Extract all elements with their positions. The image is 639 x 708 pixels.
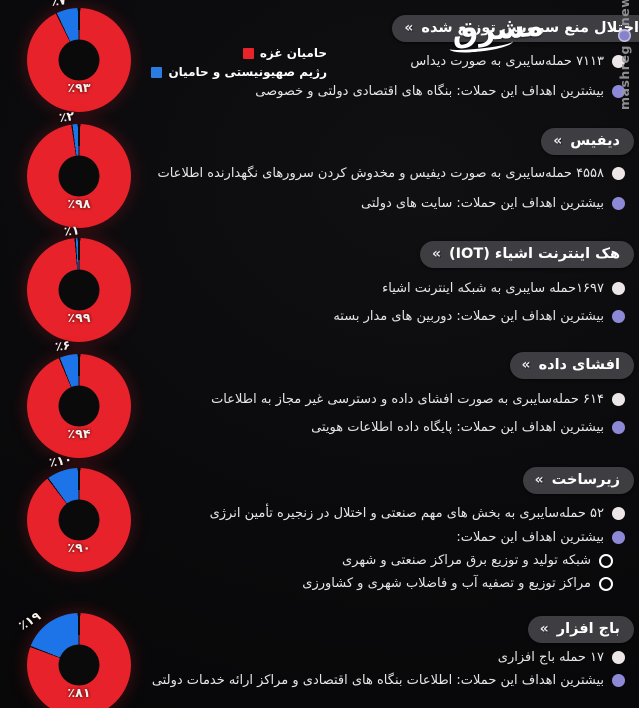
bullet-row: ۵۲ حمله‌سایبری به بخش های مهم صنعتی و اخ… <box>210 506 625 521</box>
bullet-row: بیشترین اهداف این حملات: دوربین های مدار… <box>333 309 625 324</box>
bullet-text: ۴۵۵۸ حمله‌سایبری به صورت دیفیس و مخدوش ک… <box>157 166 604 181</box>
bullet-row: ۱۶۹۷حمله سایبری به شبکه اینترنت اشیاء <box>382 281 625 296</box>
bullet-text: ۵۲ حمله‌سایبری به بخش های مهم صنعتی و اخ… <box>209 506 604 521</box>
donut-ring <box>27 468 131 572</box>
section-title-text: باج افزار <box>556 621 620 637</box>
bullet-dot-white <box>612 167 625 180</box>
legend-swatch-red <box>242 47 254 59</box>
legend-item-zionist: رژیم صهیونیستی و حامیان <box>151 65 327 79</box>
legend-label: رژیم صهیونیستی و حامیان <box>168 65 327 79</box>
bullet-row: ۱۷ حمله باج افزاری <box>498 650 625 665</box>
bullet-text: مراکز توزیع و تصفیه آب و فاضلاب شهری و ک… <box>302 576 591 591</box>
section-title-infrastructure: زیرساخت « <box>522 467 634 494</box>
bullet-dot-white <box>612 282 625 295</box>
red-slice-label: ٪۹۳ <box>67 80 91 95</box>
section-title-text: زیرساخت <box>551 472 620 488</box>
chevron-left-icon: « <box>404 20 414 36</box>
bullet-text: بیشترین اهداف این حملات: دوربین های مدار… <box>333 309 604 324</box>
donut-chart-iot: ٪۱ ٪۹۹ <box>27 222 131 342</box>
bullet-row: بیشترین اهداف این حملات: <box>456 530 625 545</box>
donut-chart-data-leak: ٪۶ ٪۹۴ <box>27 337 131 458</box>
section-title-data-leak: افشای داده « <box>509 352 634 379</box>
chevron-left-icon: « <box>521 357 531 373</box>
section-title-text: دیفیس <box>570 133 620 149</box>
watermark-handle-right: news.ir <box>617 0 632 26</box>
bullet-dot-purple <box>612 421 625 434</box>
sub-bullet-row: شبکه تولید و توزیع برق مراکز صنعتی و شهر… <box>342 553 613 568</box>
bullet-row: ۷۱۱۳ حمله‌سایبری به صورت دیداس <box>410 54 625 69</box>
legend-label: حامیان غزه <box>259 46 327 60</box>
bullet-dot-purple <box>612 310 625 323</box>
globe-icon <box>618 29 631 43</box>
bullet-row: بیشترین اهداف این حملات: پایگاه داده اطل… <box>311 420 625 435</box>
donut-ring <box>27 238 131 342</box>
bullet-dot-white <box>612 651 625 664</box>
donut-ring <box>27 8 131 112</box>
bullet-text: بیشترین اهداف این حملات: پایگاه داده اطل… <box>311 420 604 435</box>
section-title-text: هک اینترنت اشیاء (IOT) <box>448 246 620 262</box>
bullet-dot-white <box>612 507 625 520</box>
sub-bullet-ring <box>599 553 613 568</box>
bullet-text: ۷۱۱۳ حمله‌سایبری به صورت دیداس <box>410 54 604 69</box>
legend-swatch-blue <box>151 66 163 78</box>
bullet-dot-purple <box>612 531 625 544</box>
donut-chart-infrastructure: ٪۱۰ ٪۹۰ <box>27 451 131 572</box>
red-slice-label: ٪۹۸ <box>67 196 91 211</box>
bullet-text: بیشترین اهداف این حملات: <box>456 530 604 545</box>
bullet-dot-purple <box>612 674 625 687</box>
section-title-ransomware: باج افزار « <box>527 616 634 643</box>
mashregh-script-watermark: مشرق <box>450 8 545 50</box>
red-slice-label: ٪۸۱ <box>67 685 91 700</box>
blue-slice-label: ٪۱۰ <box>47 451 74 470</box>
sub-bullet-ring <box>599 576 613 591</box>
section-title-deface: دیفیس « <box>541 128 634 155</box>
bullet-text: ۱۶۹۷حمله سایبری به شبکه اینترنت اشیاء <box>382 281 604 296</box>
bullet-text: ۶۱۴ حمله‌سایبری به صورت افشای داده و دست… <box>211 392 604 407</box>
bullet-row: بیشترین اهداف این حملات: سایت های دولتی <box>361 196 625 211</box>
chevron-left-icon: « <box>539 621 549 637</box>
sub-bullet-row: مراکز توزیع و تصفیه آب و فاضلاب شهری و ک… <box>302 576 613 591</box>
bullet-row: بیشترین اهداف این حملات: بنگاه های اقتصا… <box>255 84 625 99</box>
red-slice-label: ٪۹۹ <box>67 310 91 325</box>
red-slice-label: ٪۹۰ <box>67 540 91 555</box>
bullet-dot-white <box>612 55 625 68</box>
donut-ring <box>27 124 131 228</box>
bullet-text: بیشترین اهداف این حملات: بنگاه های اقتصا… <box>255 84 604 99</box>
red-slice-label: ٪۹۴ <box>67 426 91 441</box>
blue-slice-label: ٪۱ <box>63 222 81 239</box>
chevron-left-icon: « <box>553 133 563 149</box>
bullet-row: بیشترین اهداف این حملات: اطلاعات بنگاه ه… <box>152 673 625 688</box>
bullet-text: بیشترین اهداف این حملات: اطلاعات بنگاه ه… <box>151 673 604 688</box>
legend-item-gaza: حامیان غزه <box>151 46 327 60</box>
section-title-text: افشای داده <box>538 357 620 373</box>
donut-ring <box>27 613 131 708</box>
donut-ring <box>27 354 131 458</box>
chart-legend: حامیان غزه رژیم صهیونیستی و حامیان <box>151 46 327 79</box>
bullet-text: بیشترین اهداف این حملات: سایت های دولتی <box>361 196 604 211</box>
blue-slice-label: ٪۱۹ <box>15 608 44 633</box>
section-title-iot: هک اینترنت اشیاء (IOT) « <box>419 241 634 268</box>
bullet-row: ۴۵۵۸ حمله‌سایبری به صورت دیفیس و مخدوش ک… <box>157 166 625 181</box>
blue-slice-label: ٪۶ <box>54 337 72 354</box>
watermark-handle-left: mashreg <box>617 45 632 110</box>
bullet-text: ۱۷ حمله باج افزاری <box>497 650 604 665</box>
bullet-dot-purple <box>612 197 625 210</box>
mashreghnews-vertical-watermark: mashreg news.ir <box>617 0 632 110</box>
bullet-dot-white <box>612 393 625 406</box>
bullet-dot-purple <box>612 85 625 98</box>
bullet-row: ۶۱۴ حمله‌سایبری به صورت افشای داده و دست… <box>211 392 625 407</box>
donut-chart-ddos: ٪۷ ٪۹۳ <box>27 0 131 112</box>
chevron-left-icon: « <box>534 472 544 488</box>
donut-chart-deface: ٪۲ ٪۹۸ <box>27 108 131 228</box>
donut-chart-ransomware: ٪۱۹ ٪۸۱ <box>16 608 131 708</box>
chevron-left-icon: « <box>431 246 441 262</box>
bullet-text: شبکه تولید و توزیع برق مراکز صنعتی و شهر… <box>342 553 591 568</box>
blue-slice-label: ٪۲ <box>58 108 76 125</box>
blue-slice-label: ٪۷ <box>50 0 68 9</box>
